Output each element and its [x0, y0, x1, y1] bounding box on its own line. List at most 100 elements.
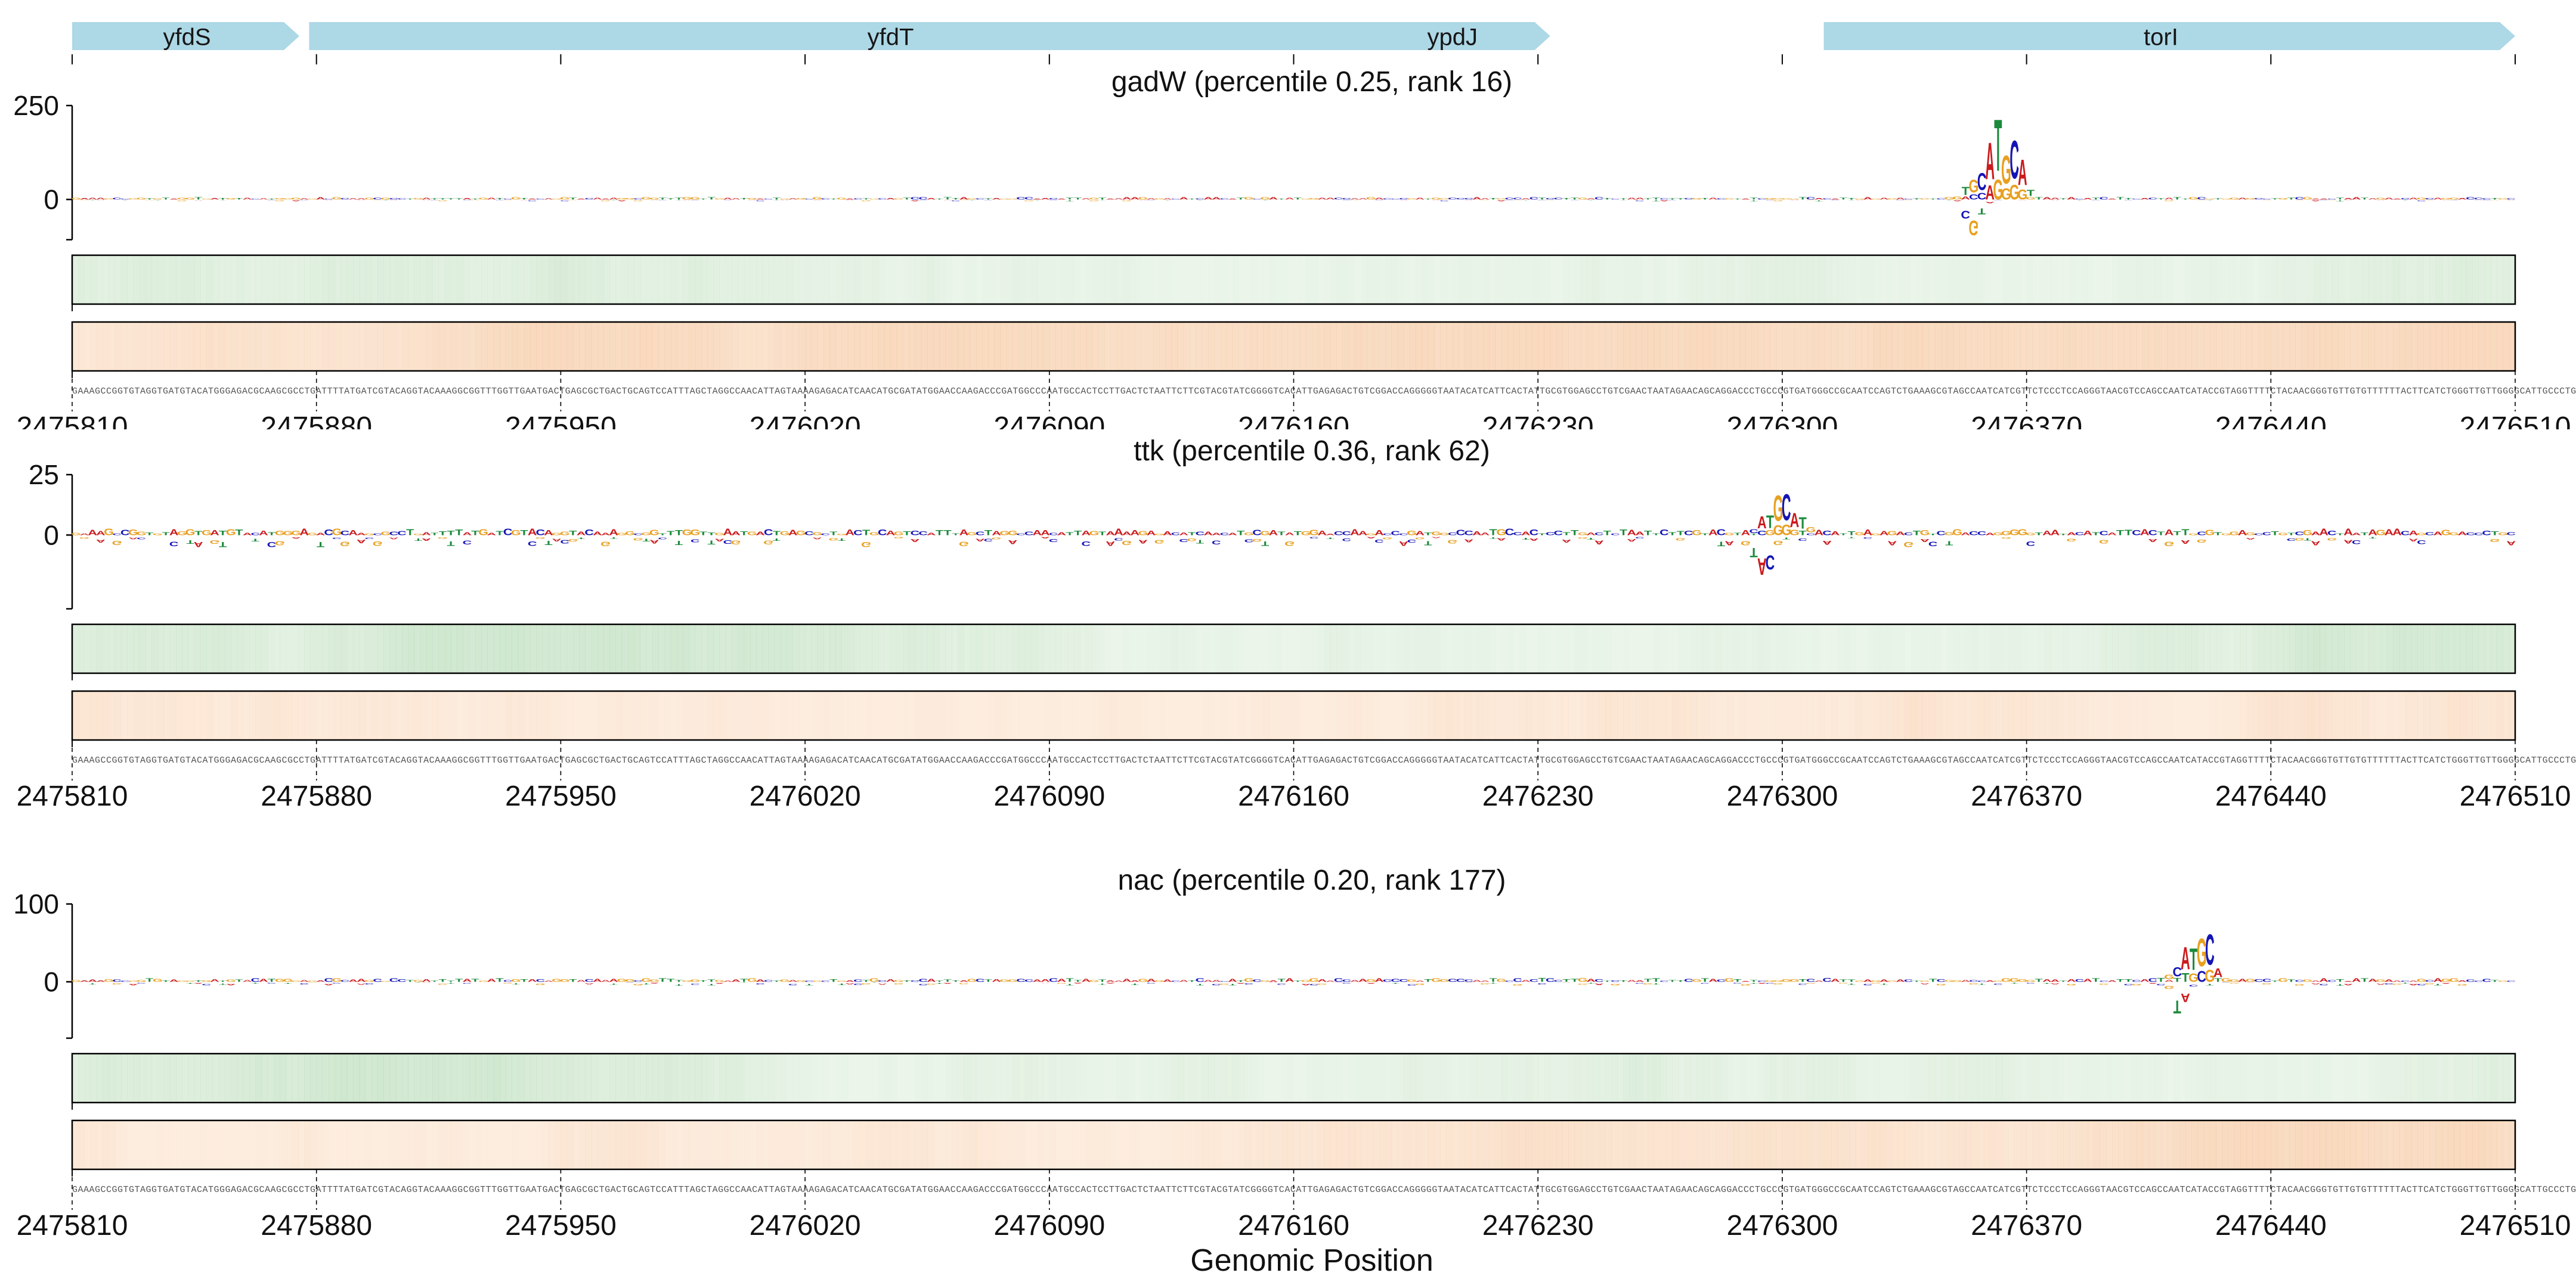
svg-text:A: A: [2140, 527, 2150, 537]
svg-text:A: A: [1285, 978, 1295, 983]
svg-text:C: C: [1244, 983, 1254, 984]
svg-text:A: A: [1041, 537, 1050, 539]
svg-text:G: G: [894, 537, 904, 539]
svg-text:A: A: [845, 983, 854, 984]
svg-text:C: C: [2262, 978, 2272, 983]
svg-text:C: C: [1220, 532, 1230, 536]
svg-text:C: C: [250, 199, 260, 200]
svg-text:T: T: [2181, 971, 2189, 985]
svg-text:G: G: [829, 537, 839, 540]
svg-text:A: A: [1887, 540, 1897, 546]
svg-text:A: A: [1464, 982, 1473, 983]
svg-text:T: T: [2116, 528, 2125, 537]
svg-text:A: A: [1627, 980, 1636, 983]
svg-text:A: A: [1203, 980, 1213, 982]
svg-text:0: 0: [44, 519, 59, 550]
svg-text:A: A: [2319, 199, 2329, 200]
svg-text:C: C: [1928, 540, 1938, 548]
svg-text:C: C: [2010, 129, 2019, 190]
svg-text:C: C: [1822, 977, 1832, 983]
svg-text:T: T: [439, 198, 447, 200]
svg-text:T: T: [943, 528, 952, 537]
svg-text:C: C: [2189, 984, 2199, 987]
svg-text:C: C: [250, 532, 260, 535]
svg-text:G: G: [1919, 980, 1930, 982]
svg-text:A: A: [943, 983, 952, 984]
svg-text:A: A: [1757, 553, 1767, 580]
svg-text:C: C: [1977, 169, 1987, 196]
svg-text:T: T: [2027, 188, 2035, 198]
svg-text:A: A: [1122, 531, 1132, 536]
svg-text:C: C: [1220, 981, 1230, 982]
svg-text:ttk (percentile 0.36, rank 62): ttk (percentile 0.36, rank 62): [1134, 435, 1490, 467]
svg-text:C: C: [1439, 200, 1449, 202]
svg-text:A: A: [1350, 980, 1360, 983]
svg-text:T: T: [1489, 537, 1497, 539]
svg-text:G: G: [112, 540, 122, 546]
svg-text:C: C: [1594, 197, 1604, 200]
svg-text:2475810: 2475810: [17, 411, 128, 429]
svg-text:A: A: [80, 533, 89, 536]
svg-text:T: T: [1188, 199, 1196, 200]
svg-text:G: G: [2278, 978, 2288, 983]
svg-text:G: G: [1284, 540, 1295, 547]
svg-text:G: G: [1741, 540, 1751, 546]
svg-text:T: T: [1929, 978, 1937, 983]
svg-text:G: G: [763, 539, 773, 546]
svg-text:C: C: [1977, 981, 1987, 983]
svg-text:T: T: [1066, 983, 1074, 986]
svg-text:A: A: [1212, 532, 1221, 536]
svg-text:C: C: [1464, 529, 1473, 537]
svg-text:A: A: [723, 980, 733, 982]
svg-text:C: C: [2148, 197, 2157, 200]
svg-text:T: T: [1677, 530, 1685, 536]
svg-text:T: T: [1717, 540, 1726, 548]
svg-text:C: C: [1334, 197, 1343, 200]
svg-text:A: A: [2148, 983, 2157, 984]
svg-text:C: C: [658, 537, 667, 540]
svg-text:C: C: [788, 983, 798, 986]
svg-text:A: A: [1497, 537, 1506, 541]
svg-text:C: C: [397, 198, 407, 200]
svg-text:A: A: [1106, 980, 1115, 983]
svg-text:T: T: [268, 978, 275, 983]
svg-text:A: A: [2311, 540, 2321, 547]
svg-text:G: G: [2164, 200, 2174, 202]
svg-text:T: T: [707, 539, 715, 546]
svg-text:T: T: [740, 978, 748, 983]
svg-text:T: T: [838, 538, 846, 541]
svg-text:C: C: [1659, 980, 1669, 982]
svg-text:T: T: [1562, 531, 1570, 536]
svg-text:T: T: [2035, 532, 2043, 536]
svg-text:T: T: [838, 983, 846, 986]
svg-text:G: G: [511, 979, 521, 983]
svg-text:T: T: [1228, 983, 1237, 986]
svg-text:T: T: [1587, 537, 1595, 540]
svg-text:C: C: [528, 540, 537, 547]
svg-text:C: C: [528, 200, 537, 202]
svg-text:GAAAGCCGGTGTAGGTGATGTACATGGGAG: GAAAGCCGGTGTAGGTGATGTACATGGGAGACGCAAGCGC…: [72, 756, 2576, 766]
svg-text:C: C: [2327, 199, 2337, 200]
svg-text:T: T: [1840, 532, 1848, 535]
svg-text:T: T: [447, 529, 455, 537]
svg-text:T: T: [862, 528, 870, 537]
svg-text:T: T: [1847, 983, 1856, 985]
svg-text:G: G: [112, 983, 122, 984]
svg-text:T: T: [871, 982, 879, 983]
svg-text:A: A: [2051, 983, 2060, 984]
svg-text:A: A: [601, 199, 611, 200]
svg-text:C: C: [1806, 978, 1816, 983]
svg-text:2476300: 2476300: [1726, 781, 1838, 812]
svg-text:G: G: [535, 983, 546, 985]
svg-text:2476510: 2476510: [2460, 781, 2571, 812]
svg-text:A: A: [1318, 530, 1327, 537]
svg-text:C: C: [1016, 197, 1026, 200]
svg-text:A: A: [1831, 978, 1840, 983]
svg-text:C: C: [1049, 538, 1058, 543]
svg-text:2476440: 2476440: [2215, 781, 2327, 812]
svg-text:A: A: [1953, 200, 1962, 202]
svg-text:T: T: [1644, 198, 1652, 200]
svg-text:A: A: [1659, 200, 1669, 202]
svg-text:T: T: [952, 198, 960, 200]
svg-text:G: G: [535, 537, 546, 539]
